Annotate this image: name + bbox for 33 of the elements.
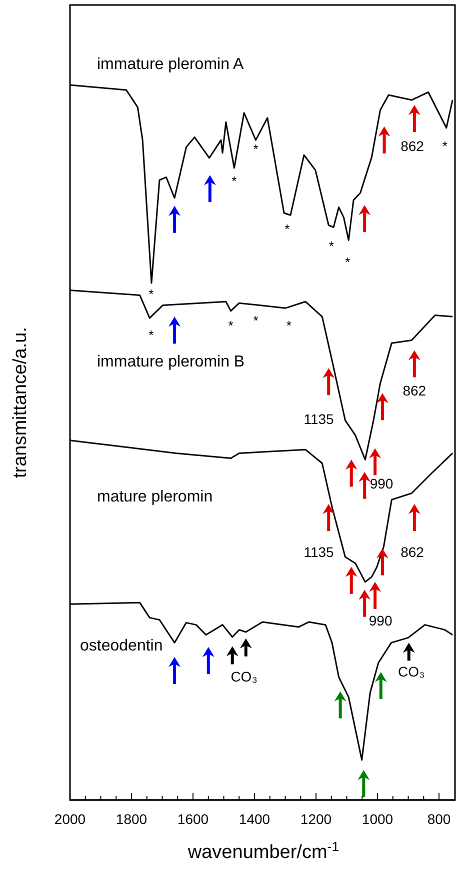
annotation: 990: [370, 475, 394, 492]
x-tick-label: 2000: [54, 810, 86, 827]
series-label: mature pleromin: [97, 488, 213, 506]
annotation: 862: [400, 544, 424, 560]
series-label: immature pleromin A: [97, 56, 244, 74]
annotation: CO₃: [398, 663, 425, 680]
annotation: *: [286, 318, 292, 334]
annotation: CO₃: [230, 668, 258, 684]
annotation: *: [232, 174, 237, 189]
annotation: *: [253, 313, 258, 328]
x-tick-label: 1800: [116, 810, 148, 827]
annotation: 1135: [304, 411, 334, 428]
y-axis-title: transmittance/a.u.: [10, 326, 31, 478]
series-label: osteodentin: [80, 637, 163, 654]
x-tick-label: 1400: [238, 810, 270, 827]
annotation: 990: [368, 612, 392, 629]
text: immature pleromin B: [97, 353, 245, 370]
x-tick-label: 1000: [362, 810, 394, 827]
x-axis-title: wavenumber/cm$^{-1}$: [186, 838, 340, 863]
annotation: *: [328, 238, 334, 254]
x-tick-label: 1600: [177, 810, 209, 827]
annotation: *: [253, 142, 258, 157]
annotation: *: [442, 138, 448, 154]
annotation: *: [228, 318, 234, 334]
annotation: *: [148, 286, 154, 302]
x-tick-label: 800: [427, 810, 451, 827]
annotation: 862: [402, 382, 426, 398]
annotation: 862: [400, 138, 424, 154]
annotation: 1135: [304, 544, 334, 560]
x-tick-label: 1200: [300, 810, 332, 827]
annotation: *: [345, 254, 350, 270]
annotation: *: [148, 327, 154, 342]
annotation: *: [284, 222, 290, 237]
